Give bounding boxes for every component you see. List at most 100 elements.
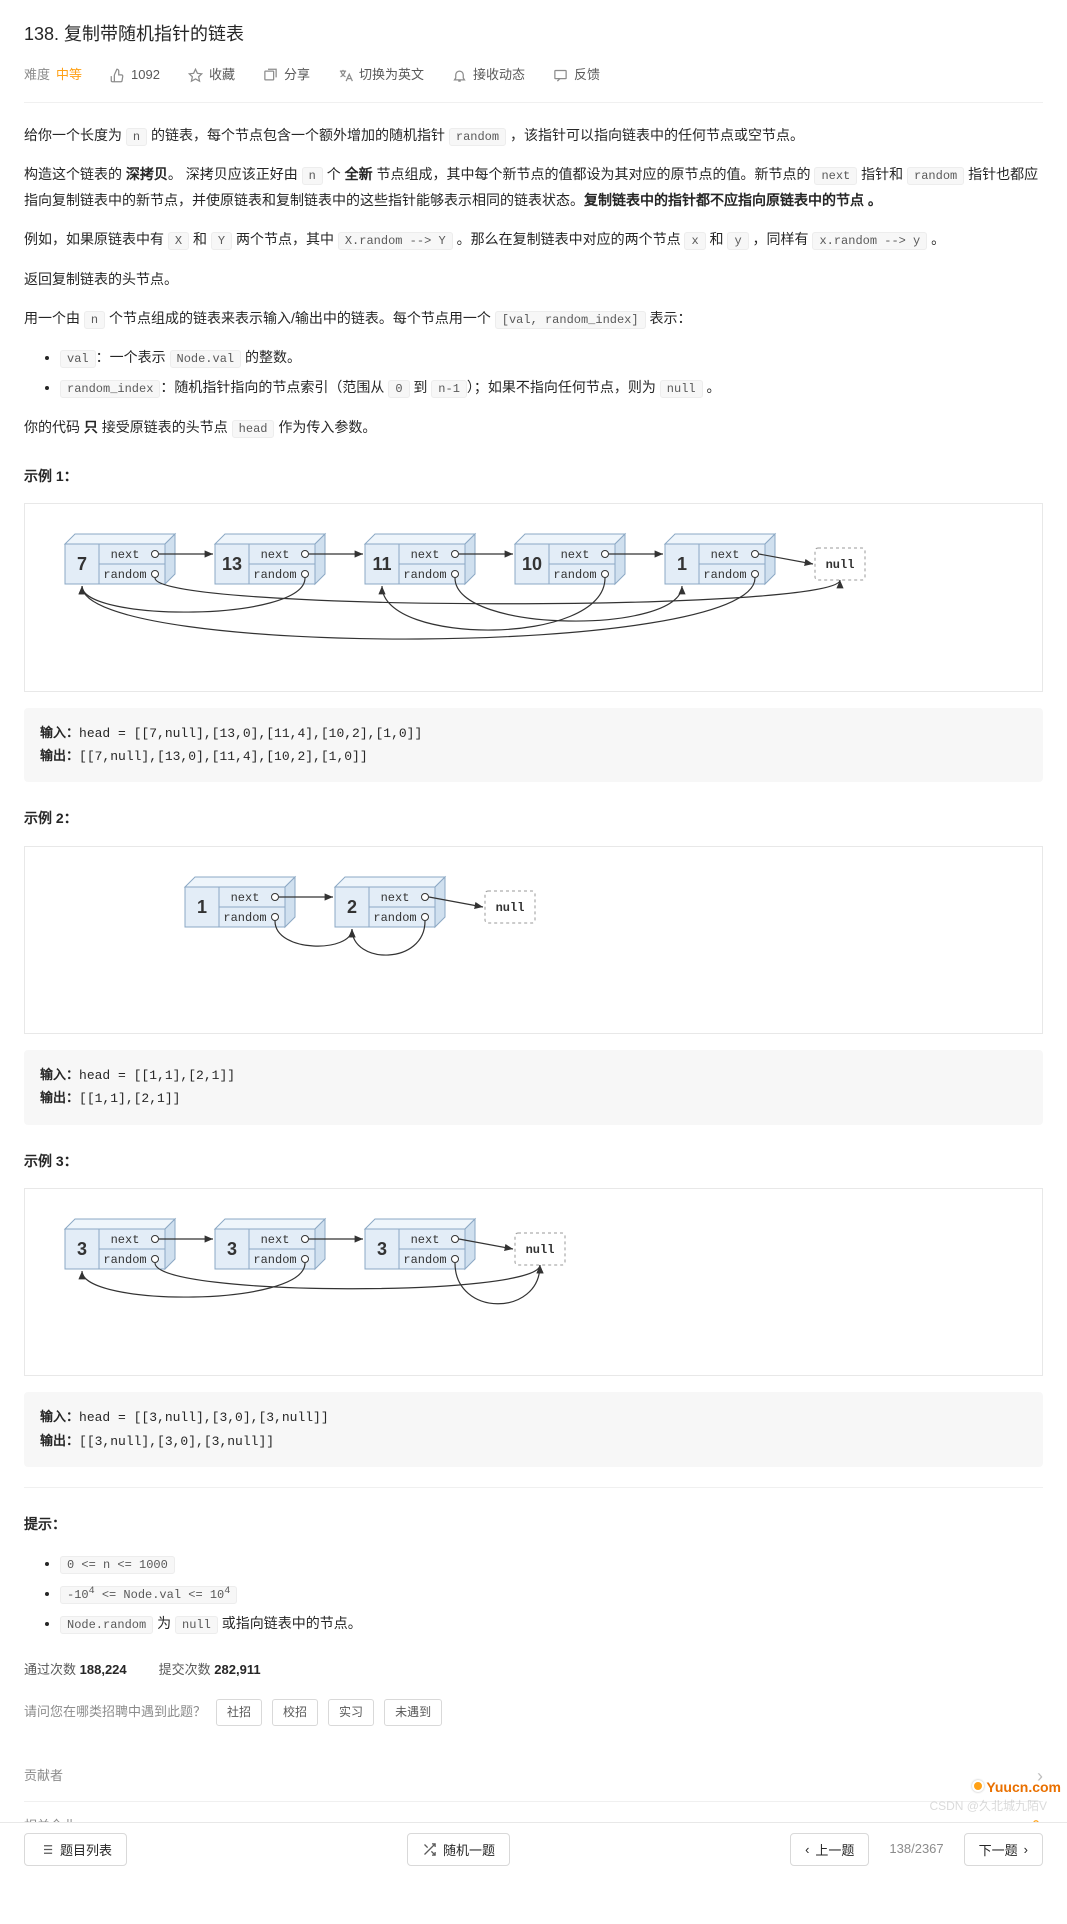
svg-text:random: random <box>253 1253 296 1267</box>
svg-text:1: 1 <box>197 897 207 917</box>
random-button[interactable]: 随机一题 <box>407 1833 510 1866</box>
list-item: random_index：随机指针指向的节点索引（范围从 0 到 n-1）；如果… <box>60 375 1043 401</box>
paragraph: 用一个由 n 个节点组成的链表来表示输入/输出中的链表。每个节点用一个 [val… <box>24 306 1043 332</box>
contributor-section[interactable]: 贡献者 › <box>24 1748 1043 1802</box>
example-1-code: 输入：head = [[7,null],[13,0],[11,4],[10,2]… <box>24 708 1043 783</box>
svg-text:random: random <box>553 568 596 582</box>
bell-icon <box>452 68 467 83</box>
svg-text:2: 2 <box>347 897 357 917</box>
svg-text:7: 7 <box>77 554 87 574</box>
svg-text:random: random <box>253 568 296 582</box>
feedback-button[interactable]: 反馈 <box>553 65 600 86</box>
paragraph: 例如，如果原链表中有 X 和 Y 两个节点，其中 X.random --> Y … <box>24 227 1043 253</box>
prev-button[interactable]: ‹ 上一题 <box>790 1833 869 1866</box>
pass-count: 通过次数 188,224 <box>24 1660 127 1681</box>
pill-campus[interactable]: 校招 <box>272 1699 318 1726</box>
paragraph: 你的代码 只 接受原链表的头节点 head 作为传入参数。 <box>24 415 1043 441</box>
favorite-button[interactable]: 收藏 <box>188 65 235 86</box>
lang-switch-label: 切换为英文 <box>359 65 424 86</box>
example-1-diagram: 7nextrandom13nextrandom11nextrandom10nex… <box>24 503 1043 691</box>
divider <box>24 1487 1043 1488</box>
next-button[interactable]: 下一题 › <box>964 1833 1043 1866</box>
list-item: val：一个表示 Node.val 的整数。 <box>60 345 1043 371</box>
svg-text:random: random <box>373 911 416 925</box>
svg-text:random: random <box>703 568 746 582</box>
example-2-title: 示例 2： <box>24 806 1043 831</box>
share-button[interactable]: 分享 <box>263 65 310 86</box>
svg-text:null: null <box>826 558 855 572</box>
example-2-diagram: 1nextrandom2nextrandomnull <box>24 846 1043 1034</box>
list-item: Node.random 为 null 或指向链表中的节点。 <box>60 1611 1043 1637</box>
chevron-left-icon: ‹ <box>805 1842 809 1857</box>
list-item: 0 <= n <= 1000 <box>60 1551 1043 1577</box>
example-3-code: 输入：head = [[3,null],[3,0],[3,null]] 输出：[… <box>24 1392 1043 1467</box>
svg-text:3: 3 <box>377 1239 387 1259</box>
chevron-right-icon: › <box>1024 1842 1028 1857</box>
svg-text:3: 3 <box>77 1239 87 1259</box>
hints-list: 0 <= n <= 1000 -104 <= Node.val <= 104 N… <box>60 1551 1043 1636</box>
notify-label: 接收动态 <box>473 65 525 86</box>
problem-container: 138. 复制带随机指针的链表 难度 中等 1092 收藏 分享 切换为英文 接… <box>0 0 1067 1924</box>
bottom-bar: 题目列表 随机一题 ‹ 上一题 138/2367 下一题 › <box>0 1822 1067 1876</box>
svg-text:13: 13 <box>222 554 242 574</box>
svg-text:random: random <box>403 1253 446 1267</box>
lang-switch-button[interactable]: 切换为英文 <box>338 65 424 86</box>
svg-text:1: 1 <box>677 554 687 574</box>
svg-text:random: random <box>103 1253 146 1267</box>
problem-title: 138. 复制带随机指针的链表 <box>24 20 1043 49</box>
thumbs-up-icon <box>110 68 125 83</box>
difficulty-value: 中等 <box>56 65 82 86</box>
svg-text:next: next <box>711 548 740 562</box>
recruit-question-text: 请问您在哪类招聘中遇到此题？ <box>24 1702 206 1723</box>
example-3-title: 示例 3： <box>24 1149 1043 1174</box>
translate-icon <box>338 68 353 83</box>
svg-text:random: random <box>223 911 266 925</box>
problem-list-label: 题目列表 <box>60 1840 112 1859</box>
svg-text:null: null <box>526 1243 555 1257</box>
problem-content: 给你一个长度为 n 的链表，每个节点包含一个额外增加的随机指针 random ，… <box>24 123 1043 1848</box>
svg-text:next: next <box>111 1233 140 1247</box>
stats-row: 通过次数 188,224 提交次数 282,911 <box>24 1660 1043 1681</box>
submit-count: 提交次数 282,911 <box>159 1660 261 1681</box>
page-count: 138/2367 <box>889 1839 943 1860</box>
favorite-label: 收藏 <box>209 65 235 86</box>
svg-text:next: next <box>561 548 590 562</box>
difficulty: 难度 中等 <box>24 65 82 86</box>
share-label: 分享 <box>284 65 310 86</box>
notify-button[interactable]: 接收动态 <box>452 65 525 86</box>
likes-count: 1092 <box>131 65 160 86</box>
example-2-code: 输入：head = [[1,1],[2,1]] 输出：[[1,1],[2,1]] <box>24 1050 1043 1125</box>
share-icon <box>263 68 278 83</box>
csdn-watermark: CSDN @久北城九陌V <box>929 1797 1047 1816</box>
code-n: n <box>126 128 147 146</box>
pill-none[interactable]: 未遇到 <box>384 1699 442 1726</box>
difficulty-label: 难度 <box>24 65 50 86</box>
paragraph: 构造这个链表的 深拷贝。 深拷贝应该正好由 n 个 全新 节点组成，其中每个新节… <box>24 162 1043 213</box>
svg-text:3: 3 <box>227 1239 237 1259</box>
likes-button[interactable]: 1092 <box>110 65 160 86</box>
random-label: 随机一题 <box>443 1840 495 1859</box>
svg-text:next: next <box>231 891 260 905</box>
list-icon <box>39 1842 54 1857</box>
svg-text:next: next <box>381 891 410 905</box>
pill-intern[interactable]: 实习 <box>328 1699 374 1726</box>
pill-social[interactable]: 社招 <box>216 1699 262 1726</box>
svg-text:random: random <box>403 568 446 582</box>
prev-label: 上一题 <box>815 1840 854 1859</box>
example-1-title: 示例 1： <box>24 464 1043 489</box>
svg-text:next: next <box>261 1233 290 1247</box>
star-icon <box>188 68 203 83</box>
paragraph: 返回复制链表的头节点。 <box>24 267 1043 292</box>
svg-text:random: random <box>103 568 146 582</box>
code-random: random <box>449 128 506 146</box>
contributor-label: 贡献者 <box>24 1766 63 1787</box>
svg-text:11: 11 <box>372 554 391 574</box>
meta-row: 难度 中等 1092 收藏 分享 切换为英文 接收动态 反馈 <box>24 65 1043 103</box>
list-item: -104 <= Node.val <= 104 <box>60 1581 1043 1607</box>
problem-list-button[interactable]: 题目列表 <box>24 1833 127 1866</box>
svg-text:next: next <box>111 548 140 562</box>
next-label: 下一题 <box>979 1840 1018 1859</box>
yuucn-watermark: Yuucn.com <box>972 1776 1061 1798</box>
feedback-label: 反馈 <box>574 65 600 86</box>
shuffle-icon <box>422 1842 437 1857</box>
